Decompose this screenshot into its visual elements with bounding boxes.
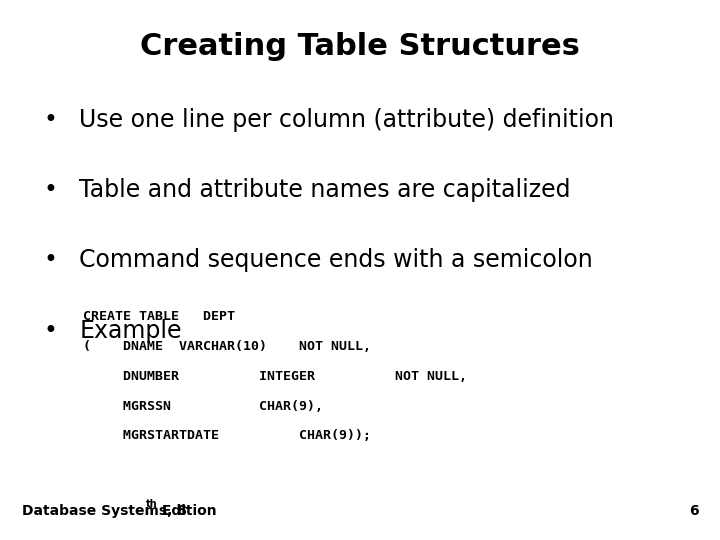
Text: 6: 6 [689, 504, 698, 518]
Text: •: • [43, 108, 57, 132]
Text: (    DNAME  VARCHAR(10)    NOT NULL,: ( DNAME VARCHAR(10) NOT NULL, [83, 340, 371, 353]
Text: th: th [145, 498, 157, 509]
Text: Table and attribute names are capitalized: Table and attribute names are capitalize… [79, 178, 571, 202]
Text: DNUMBER          INTEGER          NOT NULL,: DNUMBER INTEGER NOT NULL, [83, 370, 467, 383]
Text: Command sequence ends with a semicolon: Command sequence ends with a semicolon [79, 248, 593, 272]
Text: •: • [43, 319, 57, 342]
Text: Edition: Edition [157, 504, 217, 518]
Text: MGRSTARTDATE          CHAR(9));: MGRSTARTDATE CHAR(9)); [83, 429, 371, 442]
Text: •: • [43, 178, 57, 202]
Text: Database Systems, 8: Database Systems, 8 [22, 504, 186, 518]
Text: Use one line per column (attribute) definition: Use one line per column (attribute) defi… [79, 108, 614, 132]
Text: Creating Table Structures: Creating Table Structures [140, 32, 580, 62]
Text: CREATE TABLE   DEPT: CREATE TABLE DEPT [83, 310, 235, 323]
Text: •: • [43, 248, 57, 272]
Text: MGRSSN           CHAR(9),: MGRSSN CHAR(9), [83, 400, 323, 413]
Text: Example: Example [79, 319, 181, 342]
